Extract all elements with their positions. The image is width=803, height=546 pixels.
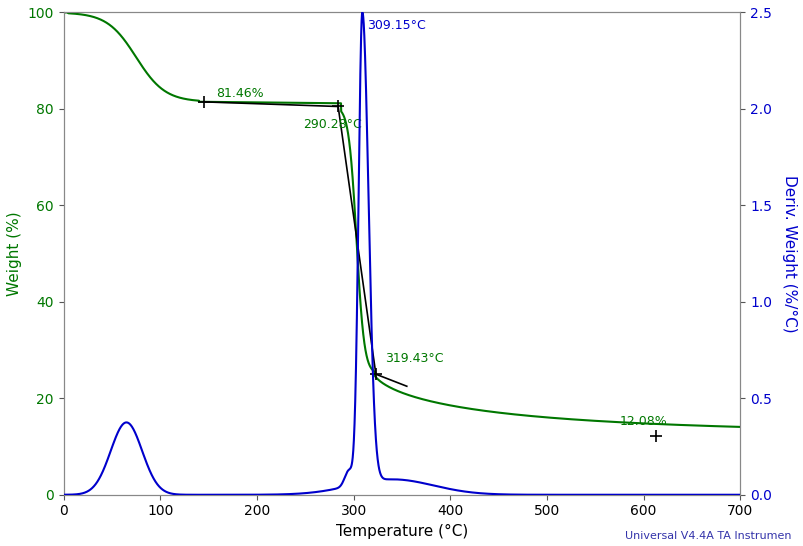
Y-axis label: Deriv. Weight (%/°C): Deriv. Weight (%/°C) xyxy=(781,175,796,333)
X-axis label: Temperature (°C): Temperature (°C) xyxy=(336,524,467,539)
Text: Universal V4.4A TA Instrumen: Universal V4.4A TA Instrumen xyxy=(625,531,791,541)
Text: 319.43°C: 319.43°C xyxy=(385,352,443,365)
Text: 81.46%: 81.46% xyxy=(216,87,263,100)
Text: 290.28°C: 290.28°C xyxy=(303,118,361,131)
Y-axis label: Weight (%): Weight (%) xyxy=(7,211,22,296)
Text: 12.08%: 12.08% xyxy=(619,415,666,428)
Text: 309.15°C: 309.15°C xyxy=(367,19,426,32)
